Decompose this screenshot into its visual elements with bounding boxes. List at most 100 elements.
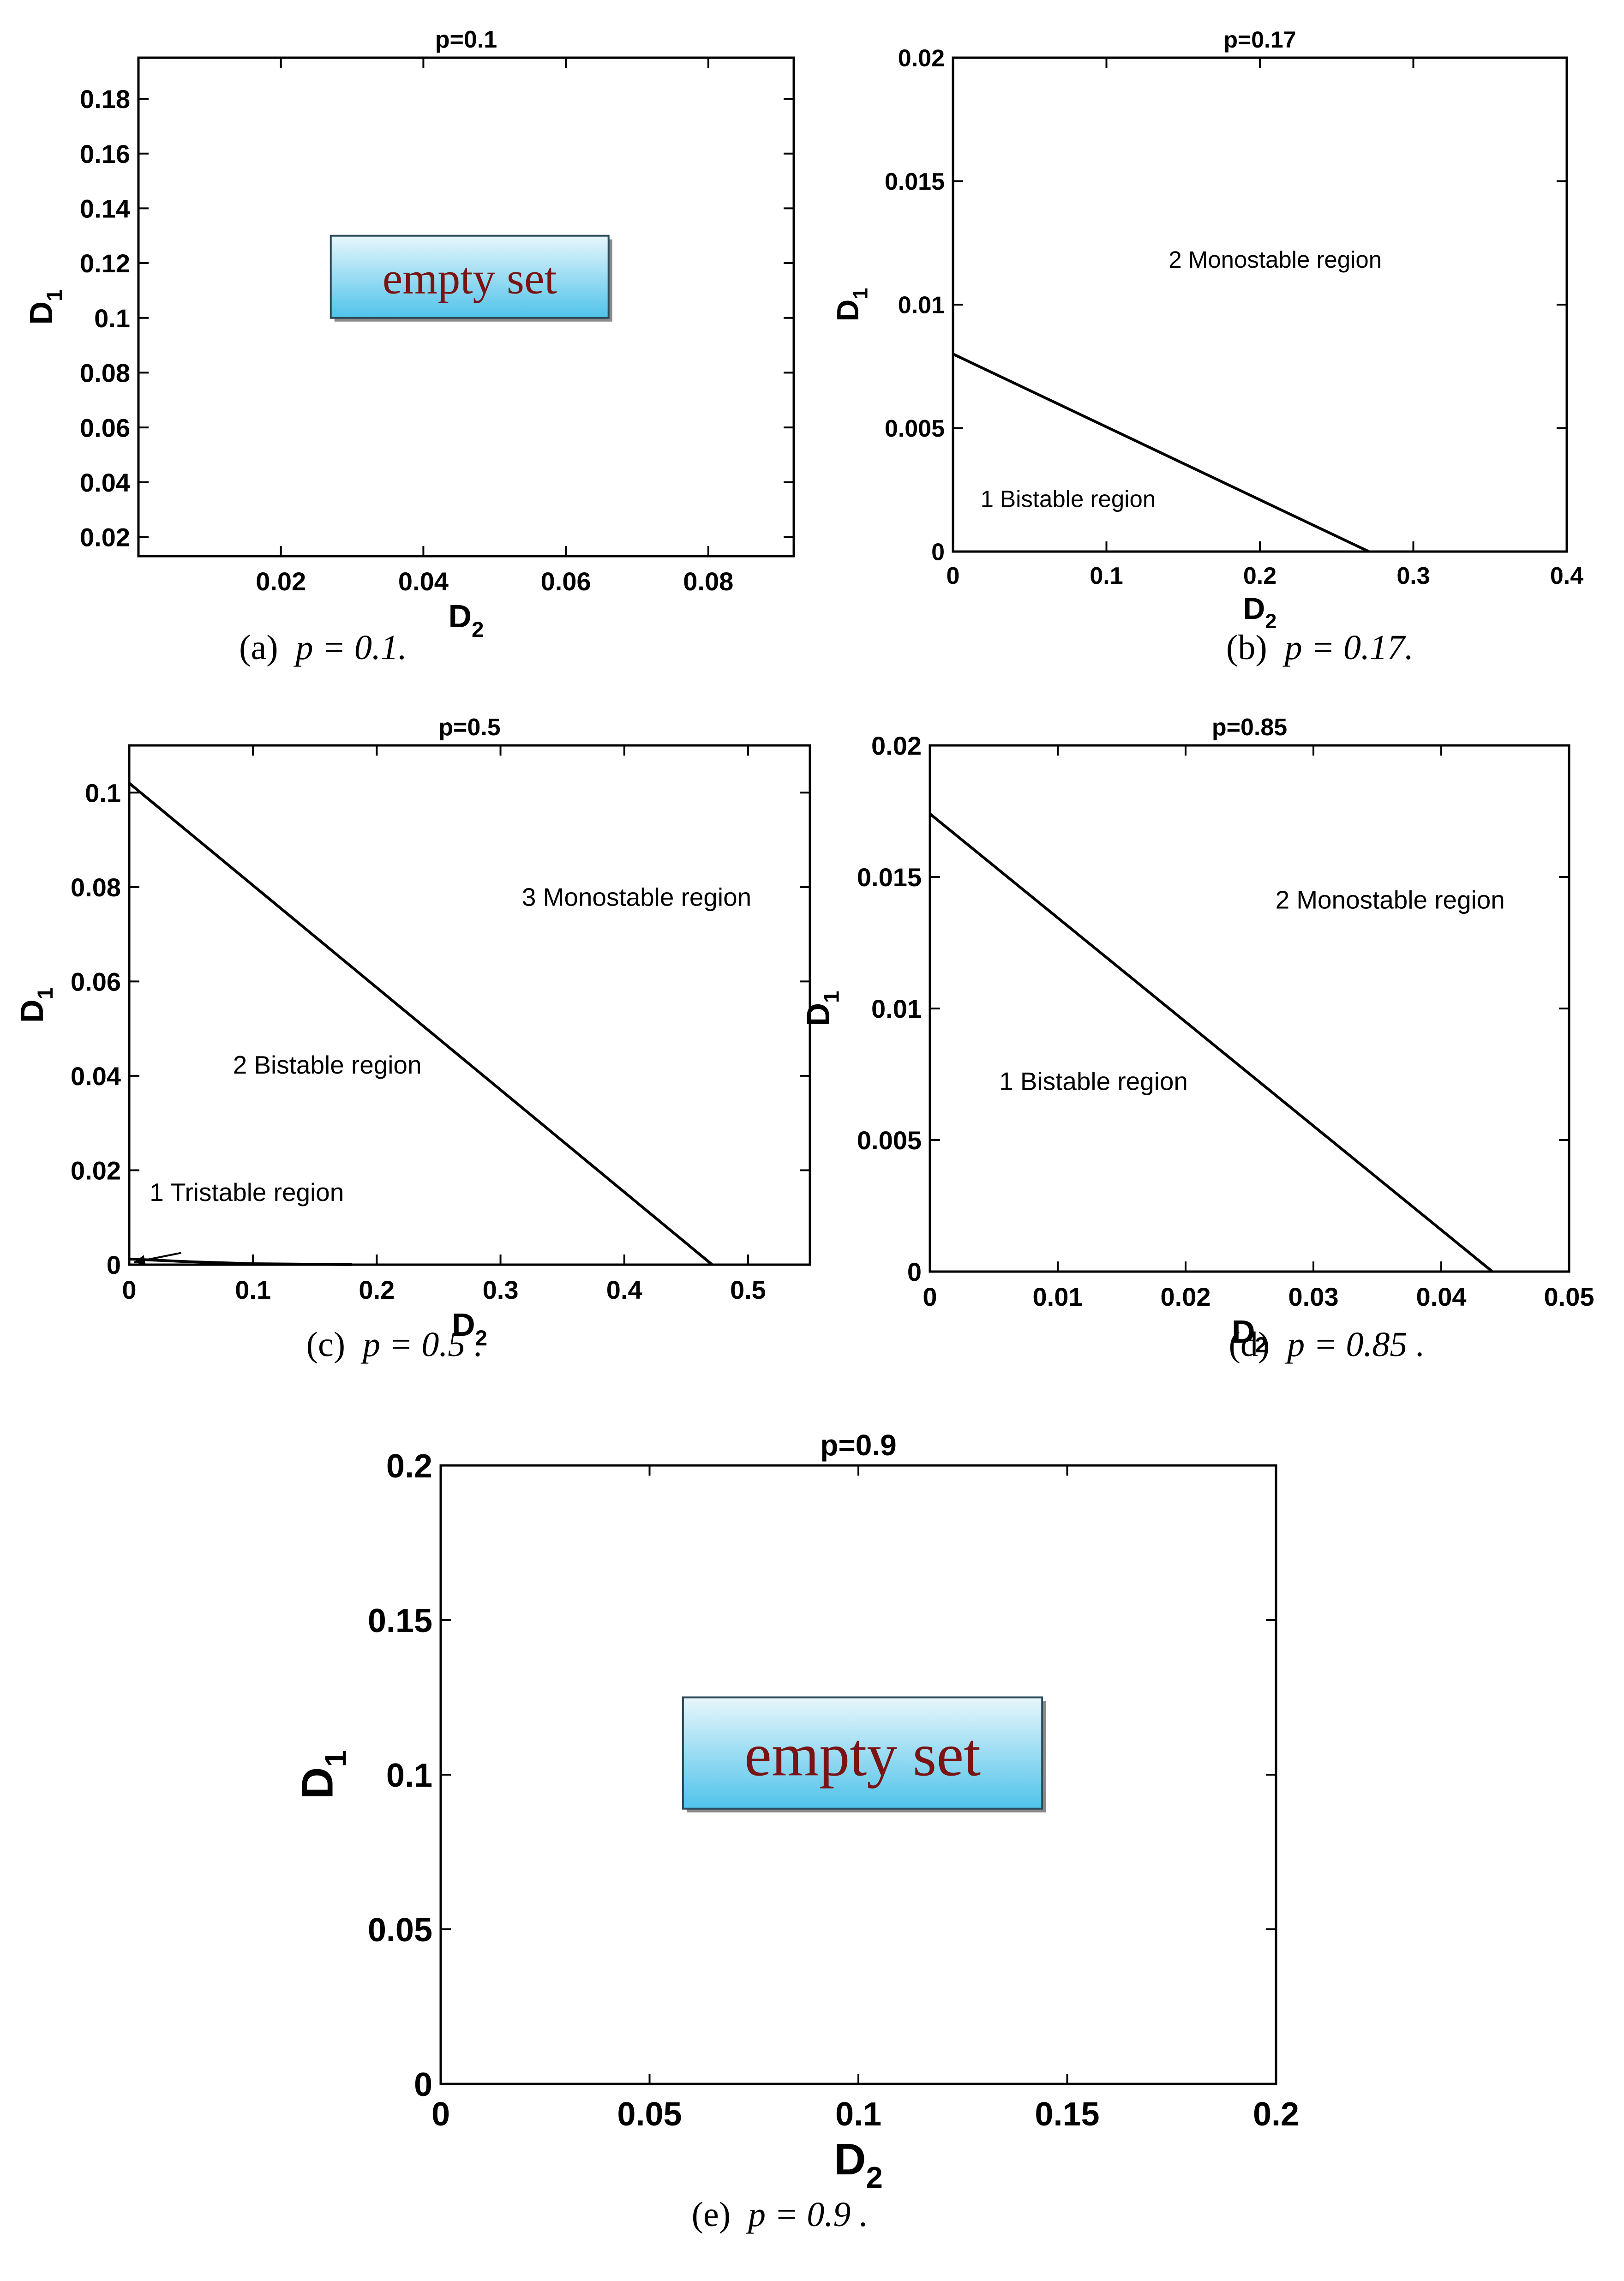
x-tick-label: 0.3 [1396, 563, 1430, 589]
x-axis-label-sub: 2 [475, 1326, 487, 1351]
y-tick-label: 0.1 [386, 1757, 432, 1794]
y-tick-label: 0.01 [898, 292, 945, 319]
y-tick-label: 0.02 [71, 1156, 121, 1185]
caption-d-expr: p = 0.85 . [1287, 1325, 1425, 1364]
caption-b-letter: b [1238, 628, 1256, 667]
x-tick-label: 0.3 [483, 1275, 519, 1304]
chart-title: p=0.9 [820, 1429, 896, 1462]
y-tick-label: 0.14 [80, 194, 130, 223]
y-tick-label: 0.08 [71, 873, 121, 902]
y-tick-label: 0.06 [80, 413, 130, 442]
x-tick-label: 0.15 [1035, 2096, 1099, 2133]
y-tick-label: 0.005 [885, 415, 945, 442]
region-boundary-line [952, 353, 1370, 553]
x-tick-label: 0 [923, 1282, 937, 1311]
x-tick-label: 0.08 [683, 567, 733, 596]
x-tick-label: 0.05 [1544, 1282, 1594, 1311]
x-axis-label-sub: 2 [1265, 609, 1276, 633]
y-tick-label: 0.015 [885, 168, 945, 195]
caption-c-letter: c [318, 1325, 334, 1364]
region-label: 2 Bistable region [233, 1050, 422, 1079]
y-tick-label: 0.015 [857, 863, 922, 892]
chart-title: p=0.85 [1212, 714, 1287, 741]
caption-e-letter: e [703, 2195, 719, 2234]
plot-frame [137, 56, 795, 558]
y-tick-label: 0 [931, 539, 945, 566]
y-tick-label: 0.2 [386, 1448, 432, 1485]
caption-c: (c) p = 0.5 . [306, 1325, 483, 1364]
region-label: 2 Monostable region [1276, 885, 1505, 914]
x-tick-label: 0.2 [359, 1275, 395, 1304]
x-tick-label: 0.04 [398, 567, 449, 596]
chart-title: p=0.1 [435, 26, 497, 53]
x-tick-label: 0.1 [835, 2096, 881, 2133]
caption-d: (d) p = 0.85 . [1228, 1325, 1425, 1364]
x-tick-label: 0 [947, 563, 960, 589]
y-tick-label: 0.01 [871, 994, 922, 1023]
y-tick-label: 0.02 [80, 523, 130, 552]
caption-a-letter: a [251, 628, 267, 667]
x-tick-label: 0.2 [1243, 563, 1276, 589]
y-tick-label: 0.005 [857, 1126, 922, 1155]
x-tick-label: 0.4 [1550, 563, 1583, 589]
x-tick-label: 0 [431, 2096, 450, 2133]
x-tick-label: 0.5 [730, 1275, 766, 1304]
y-axis-label-sub: 1 [318, 1750, 352, 1767]
y-tick-label: 0.06 [71, 967, 121, 996]
empty-set-box [682, 1696, 1043, 1810]
caption-b-expr: p = 0.17. [1284, 628, 1414, 667]
x-tick-label: 0.2 [1253, 2096, 1299, 2133]
empty-set-box [330, 234, 610, 319]
x-tick-label: 0.02 [256, 567, 306, 596]
y-tick-label: 0.18 [80, 84, 130, 114]
y-axis-label-sub: 1 [820, 990, 844, 1002]
chart-title: p=0.5 [438, 714, 500, 741]
x-axis-label: D2 [1232, 1314, 1267, 1357]
y-axis-label-sub: 1 [33, 987, 58, 999]
plot-frame [128, 744, 811, 1266]
y-tick-label: 0 [107, 1250, 121, 1279]
region-boundary-line [128, 782, 713, 1266]
y-tick-label: 0.1 [94, 304, 130, 333]
annotation-arrowhead [134, 1255, 146, 1266]
y-tick-label: 0.05 [368, 1912, 432, 1949]
region-boundary-line [129, 1257, 352, 1266]
x-axis-label-sub: 2 [866, 2161, 883, 2194]
caption-d-letter: d [1240, 1325, 1258, 1364]
y-tick-label: 0.16 [80, 139, 130, 168]
y-tick-label: 0.04 [71, 1062, 121, 1091]
y-tick-label: 0.02 [871, 731, 922, 760]
x-tick-label: 0.02 [1161, 1282, 1211, 1311]
y-tick-label: 0.1 [85, 778, 121, 807]
y-axis-label: D1 [293, 1750, 353, 1799]
x-tick-label: 0.05 [617, 2096, 682, 2133]
region-label: 1 Tristable region [150, 1178, 344, 1207]
y-tick-label: 0.08 [80, 359, 130, 388]
caption-b: (b) p = 0.17. [1226, 628, 1414, 667]
empty-set-label: empty set [744, 1721, 981, 1789]
y-tick-label: 0.15 [368, 1603, 432, 1639]
caption-a-expr: p = 0.1. [295, 628, 407, 667]
region-label: 2 Monostable region [1169, 246, 1382, 273]
caption-e: (e) p = 0.9 . [691, 2195, 869, 2234]
x-tick-label: 0.06 [541, 567, 591, 596]
caption-a: (a) p = 0.1. [239, 628, 407, 667]
region-label: 1 Bistable region [981, 486, 1156, 512]
x-tick-label: 0.4 [606, 1275, 642, 1304]
x-tick-label: 0.03 [1288, 1282, 1339, 1311]
x-tick-label: 0.04 [1416, 1282, 1467, 1311]
region-label: 3 Monostable region [522, 883, 751, 912]
y-tick-label: 0 [414, 2066, 432, 2103]
region-label: 1 Bistable region [999, 1067, 1188, 1096]
y-tick-label: 0.04 [80, 468, 130, 497]
x-tick-label: 0.1 [235, 1275, 271, 1304]
caption-e-expr: p = 0.9 . [748, 2195, 869, 2234]
x-axis-label-sub: 2 [1255, 1333, 1267, 1357]
x-axis-label: D2 [834, 2135, 883, 2194]
x-axis-label-sub: 2 [472, 618, 484, 642]
x-tick-label: 0.01 [1033, 1282, 1083, 1311]
